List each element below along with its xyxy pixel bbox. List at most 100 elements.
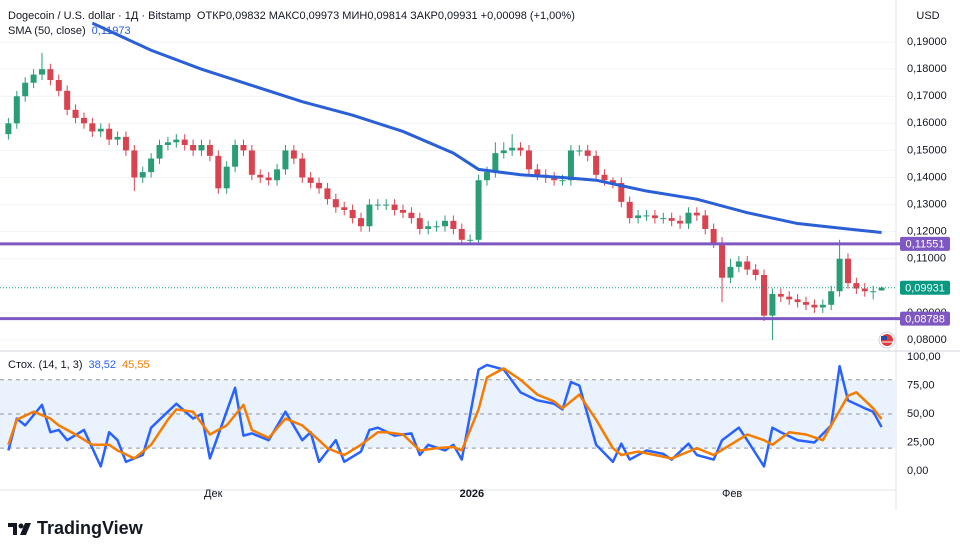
candle-body xyxy=(232,145,239,167)
candle-body xyxy=(341,207,348,210)
candle-body xyxy=(282,150,289,170)
candle-body xyxy=(458,228,465,240)
candle-body xyxy=(626,201,633,219)
level-label-bg xyxy=(900,236,950,251)
candle-body xyxy=(483,172,490,181)
candle-body xyxy=(500,150,507,154)
candle-body xyxy=(190,145,197,151)
candle-body xyxy=(710,228,717,243)
candle-body xyxy=(198,145,205,151)
candle-body xyxy=(416,218,423,229)
y-tick-label: 0,17000 xyxy=(907,90,947,102)
brand-logo[interactable]: TradingView xyxy=(8,518,143,539)
sma-name[interactable]: SMA (50, close) xyxy=(8,25,86,37)
y-tick-label: 0,16000 xyxy=(907,117,947,129)
candle-body xyxy=(349,209,356,219)
candle-body xyxy=(47,69,54,81)
candle-body xyxy=(80,117,87,124)
candle-body xyxy=(307,177,314,183)
candle-body xyxy=(38,69,45,75)
candle-body xyxy=(668,218,675,221)
candle-body xyxy=(181,139,188,146)
candle-body xyxy=(324,188,331,200)
y-tick-label: 0,19000 xyxy=(907,36,947,48)
candle-body xyxy=(383,204,390,206)
last-price-label: 0,09931 xyxy=(905,283,945,295)
candle-body xyxy=(735,261,742,267)
y-tick-label: 0,00 xyxy=(907,465,928,477)
candle-body xyxy=(475,180,482,240)
candle-body xyxy=(114,136,121,140)
candle-body xyxy=(358,218,365,227)
candle-body xyxy=(794,299,801,303)
candle-body xyxy=(752,269,759,275)
candle-body xyxy=(576,150,583,152)
level-label: 0,11551 xyxy=(906,239,945,251)
candle-body xyxy=(727,266,734,278)
candle-body xyxy=(13,96,20,124)
axes: 0,080000,090000,100000,110000,120000,130… xyxy=(204,36,950,500)
candle-body xyxy=(64,90,71,110)
level-label-bg xyxy=(900,311,950,326)
flag-icon xyxy=(878,331,896,349)
y-tick-label: 0,12000 xyxy=(907,226,947,238)
candle-body xyxy=(467,239,474,241)
candle-body xyxy=(567,150,574,181)
candle-body xyxy=(777,293,784,297)
stoch-line xyxy=(7,367,883,460)
stoch-d-value: 45,55 xyxy=(122,359,150,371)
stoch-name[interactable]: Стох. (14, 1, 3) xyxy=(8,359,83,371)
candle-body xyxy=(215,155,222,189)
candle-body xyxy=(702,215,709,229)
candle-body xyxy=(257,174,264,178)
candle-body xyxy=(786,296,793,300)
candle-body xyxy=(861,288,868,292)
candle-body xyxy=(30,74,37,83)
candle-body xyxy=(316,182,323,189)
candle-body xyxy=(122,136,129,151)
candle-body xyxy=(391,204,398,210)
x-tick-label: Дек xyxy=(204,488,223,500)
candle-body xyxy=(450,220,457,229)
candle-body xyxy=(332,199,339,208)
candle-body xyxy=(223,166,230,189)
ohlc-values: ОТКР0,09832 МАКС0,09973 МИН0,09814 ЗАКР0… xyxy=(196,10,575,22)
price-legend: Dogecoin / U.S. dollar · 1Д · Bitstamp О… xyxy=(8,10,575,22)
candle-body xyxy=(844,258,851,284)
symbol-title[interactable]: Dogecoin / U.S. dollar · 1Д · Bitstamp xyxy=(8,10,191,22)
candle-body xyxy=(425,226,432,229)
candle-body xyxy=(55,80,62,91)
candle-body xyxy=(517,147,524,151)
candle-body xyxy=(366,204,373,227)
candle-body xyxy=(643,215,650,217)
candle-body xyxy=(819,304,826,308)
y-tick-label: 50,00 xyxy=(907,408,935,420)
stoch-pane xyxy=(0,363,895,468)
candle-body xyxy=(400,209,407,213)
candle-body xyxy=(693,212,700,216)
currency[interactable]: USD xyxy=(916,10,939,22)
y-tick-label: 100,00 xyxy=(907,351,941,363)
candle-body xyxy=(408,212,415,219)
candle-body xyxy=(148,158,155,173)
candle-body xyxy=(89,123,96,132)
stoch-legend: Стох. (14, 1, 3) 38,52 45,55 xyxy=(8,359,150,371)
candle-body xyxy=(803,302,810,305)
candle-body xyxy=(492,153,499,173)
candle-body xyxy=(761,274,768,316)
brand-icon xyxy=(8,522,31,535)
candle-body xyxy=(836,258,843,292)
x-tick-label: 2026 xyxy=(460,488,484,500)
brand-name: TradingView xyxy=(37,518,143,538)
candle-body xyxy=(22,82,29,97)
candle-body xyxy=(601,174,608,181)
sma-legend: SMA (50, close) 0,11973 xyxy=(8,25,131,37)
candle-body xyxy=(509,147,516,151)
candle-body xyxy=(853,283,860,289)
candle-body xyxy=(584,150,591,156)
candle-body xyxy=(433,226,440,228)
candle-body xyxy=(106,128,113,140)
candle-body xyxy=(240,145,247,151)
stoch-k-value: 38,52 xyxy=(88,359,117,371)
